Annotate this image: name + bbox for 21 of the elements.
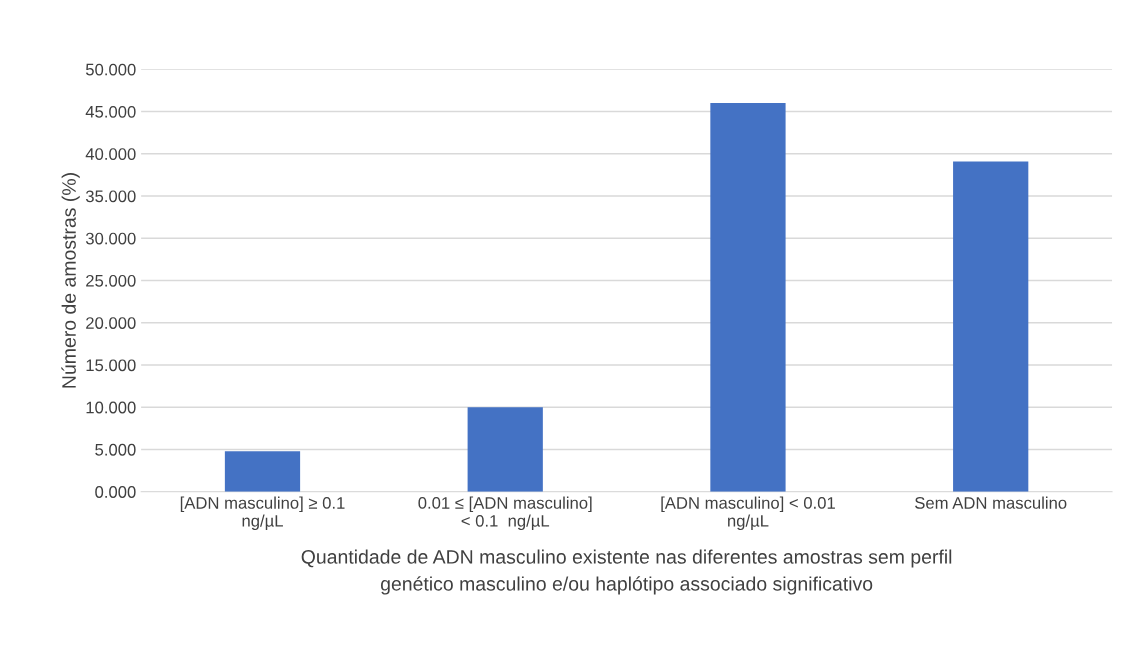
y-tick-label: 45.000 — [85, 105, 136, 118]
y-tick-label: 50.000 — [85, 63, 136, 76]
bar — [224, 451, 301, 492]
y-tick-label: 20.000 — [86, 317, 136, 329]
x-tick-label: [ADN masculino] ≥ 0.1 ng/µL — [180, 496, 345, 531]
bar — [467, 407, 543, 492]
bar — [953, 161, 1029, 492]
y-axis-title: Número de amostras (%) — [61, 173, 80, 388]
x-tick-label: 0.01 ≤ [ADN masculino] < 0.1 ng/µL — [418, 496, 592, 531]
y-tick-label: 5.000 — [95, 443, 136, 456]
y-tick-label: 40.000 — [85, 148, 136, 160]
x-tick-label: [ADN masculino] < 0.01 ng/µL — [661, 496, 835, 531]
y-tick-label: 30.000 — [85, 232, 136, 245]
x-axis-title: Quantidade de ADN masculino existente nas diferentes amostras sem perfil genético masculino e/ou haplótipo associado significativo — [301, 549, 952, 595]
x-tick-label: Sem ADN masculino — [915, 496, 1067, 509]
bar — [710, 103, 786, 492]
y-tick-label: 15.000 — [86, 359, 136, 372]
y-tick-label: 25.000 — [86, 274, 136, 287]
y-tick-label: 10.000 — [86, 401, 136, 414]
y-tick-label: 35.000 — [85, 190, 136, 203]
y-tick-label: 0.000 — [95, 486, 136, 498]
